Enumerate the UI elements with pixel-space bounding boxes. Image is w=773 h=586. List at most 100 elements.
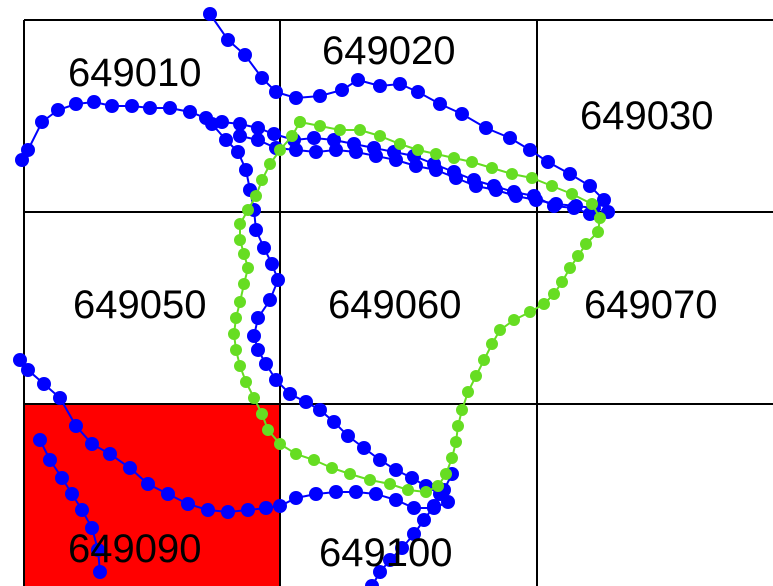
track-point [273, 499, 287, 513]
track-point [37, 377, 51, 391]
track-point [374, 130, 386, 142]
track-point [257, 241, 271, 255]
track-point [563, 167, 577, 181]
grid-lines [23, 19, 773, 586]
track-point [369, 487, 383, 501]
track-point [274, 438, 286, 450]
track-point [240, 376, 252, 388]
track-point [313, 403, 327, 417]
gps-tracks [13, 7, 615, 586]
track-point [503, 131, 517, 145]
tile-label-649050: 649050 [73, 283, 206, 327]
track-point [389, 153, 403, 167]
track-point [407, 501, 421, 515]
track-point [87, 95, 101, 109]
track-point [494, 324, 506, 336]
track-point [384, 478, 396, 490]
track-point [432, 480, 444, 492]
track-point [486, 338, 498, 350]
track-point [433, 97, 447, 111]
track-point [256, 408, 268, 420]
track-point [448, 152, 460, 164]
track-point [181, 497, 195, 511]
track-point [203, 7, 217, 21]
track-point [344, 468, 356, 480]
track-point [91, 543, 105, 557]
track-point [251, 343, 265, 357]
track-point [55, 471, 69, 485]
track-point [256, 174, 268, 186]
track-point [449, 171, 463, 185]
track-point [221, 505, 235, 519]
track-point [230, 312, 242, 324]
track-point [241, 503, 255, 517]
track-point [13, 353, 27, 367]
track-point [294, 116, 306, 128]
tile-label-649070: 649070 [584, 283, 717, 327]
track-point [255, 71, 269, 85]
track-point [234, 360, 246, 372]
tile-label-649090: 649090 [68, 527, 201, 571]
track-point [509, 189, 523, 203]
track-point [349, 145, 363, 159]
track-point [466, 156, 478, 168]
track-point [263, 293, 277, 307]
track-point [85, 521, 99, 535]
track-point [389, 463, 403, 477]
track-point [234, 218, 246, 230]
track-point [409, 159, 423, 173]
track-point [594, 212, 606, 224]
track-point [125, 99, 139, 113]
track-point [452, 420, 464, 432]
track-point [393, 77, 407, 91]
track-point [290, 448, 302, 460]
track-point [478, 354, 490, 366]
track-point [251, 311, 265, 325]
track-point [299, 395, 313, 409]
track-point [250, 190, 262, 202]
track-point [479, 121, 493, 135]
track-point [541, 155, 555, 169]
track-point [429, 163, 443, 177]
track-point [265, 257, 279, 271]
track-point [549, 197, 563, 211]
track-point [524, 306, 536, 318]
track-point [238, 278, 250, 290]
track-point [35, 115, 49, 129]
track-point [351, 73, 365, 87]
track-point [486, 162, 498, 174]
tile-label-649060: 649060 [328, 283, 461, 327]
track-point [357, 441, 371, 455]
track-point [228, 328, 240, 340]
tile-label-649030: 649030 [580, 94, 713, 138]
track-point [238, 248, 250, 260]
track-point [329, 485, 343, 499]
track-point [43, 453, 57, 467]
track-point [251, 121, 265, 135]
track-point [329, 143, 343, 157]
track-point [489, 183, 503, 197]
track-point [234, 234, 246, 246]
track-point [231, 145, 245, 159]
track-point [269, 85, 283, 99]
track-point [569, 199, 583, 213]
track-point [373, 79, 387, 93]
track-point [143, 101, 157, 115]
track-point [53, 391, 67, 405]
track-point [407, 527, 421, 541]
track-point [161, 487, 175, 501]
track-point [446, 452, 458, 464]
track-point [201, 503, 215, 517]
track-point [269, 373, 283, 387]
tile-label-649020: 649020 [322, 29, 455, 73]
tile-label-649100: 649100 [319, 531, 452, 575]
track-point [205, 117, 219, 131]
track-point [580, 238, 592, 250]
track-point [183, 105, 197, 119]
track-point [523, 143, 537, 157]
track-point [441, 495, 455, 509]
track-point [417, 513, 431, 527]
track-point [427, 499, 441, 513]
track-point [233, 129, 247, 143]
